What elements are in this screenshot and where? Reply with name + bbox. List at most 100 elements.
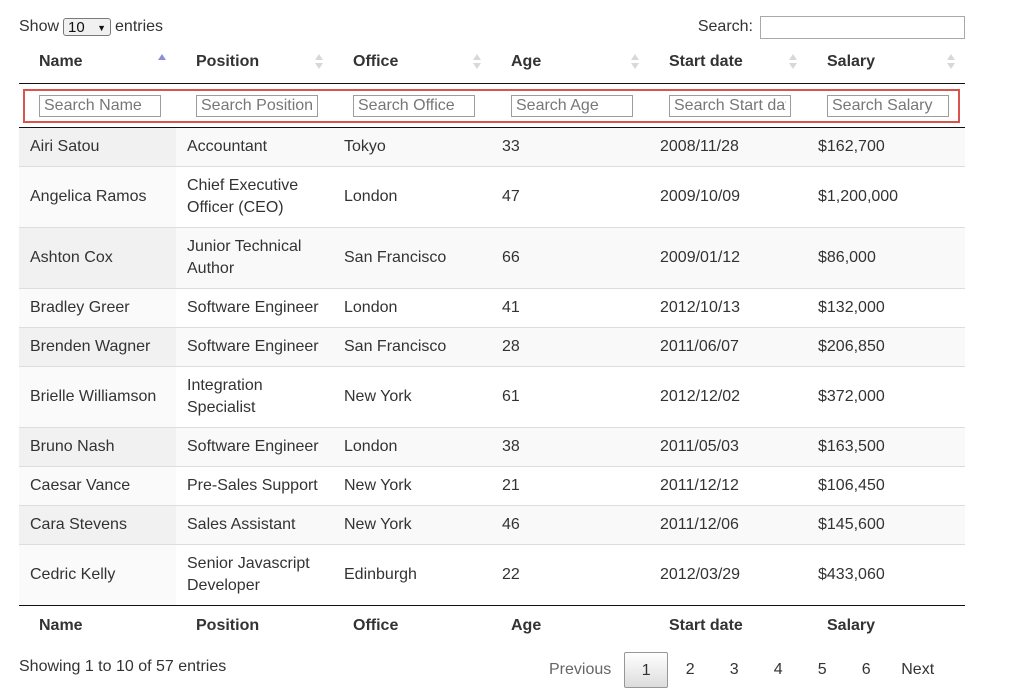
cell-name: Caesar Vance xyxy=(19,465,176,505)
cell-name: Cara Stevens xyxy=(19,504,176,544)
cell-position: Software Engineer xyxy=(176,287,333,327)
table-row: Cara Stevens Sales Assistant New York 46… xyxy=(19,504,965,544)
cell-age: 61 xyxy=(491,365,649,427)
cell-salary: $1,200,000 xyxy=(807,165,965,227)
page-button-5[interactable]: 5 xyxy=(817,661,827,678)
cell-position: Senior Javascript Developer xyxy=(176,543,333,605)
cell-office: Edinburgh xyxy=(333,543,491,605)
cell-position: Pre-Sales Support xyxy=(176,465,333,505)
cell-position: Software Engineer xyxy=(176,326,333,366)
cell-office: New York xyxy=(333,465,491,505)
cell-age: 46 xyxy=(491,504,649,544)
cell-start-date: 2011/12/12 xyxy=(649,465,807,505)
page-button-1[interactable]: 1 xyxy=(624,652,669,688)
table-row: Bruno Nash Software Engineer London 38 2… xyxy=(19,426,965,466)
cell-salary: $145,600 xyxy=(807,504,965,544)
cell-start-date: 2012/10/13 xyxy=(649,287,807,327)
column-footer-start-date: Start date xyxy=(649,604,807,647)
cell-salary: $206,850 xyxy=(807,326,965,366)
filter-salary-input[interactable] xyxy=(827,94,949,117)
cell-name: Bradley Greer xyxy=(19,287,176,327)
cell-salary: $86,000 xyxy=(807,226,965,288)
table-row: Cedric Kelly Senior Javascript Developer… xyxy=(19,543,965,605)
column-header-start-date[interactable]: Start date xyxy=(649,41,807,84)
next-page-button[interactable]: Next xyxy=(901,661,935,678)
page-button-6[interactable]: 6 xyxy=(861,661,871,678)
chevron-down-icon: ▼ xyxy=(97,23,107,33)
column-header-age[interactable]: Age xyxy=(491,41,649,84)
cell-start-date: 2011/05/03 xyxy=(649,426,807,466)
cell-position: Chief Executive Officer (CEO) xyxy=(176,165,333,227)
filter-start-date-input[interactable] xyxy=(669,94,791,117)
table-row: Bradley Greer Software Engineer London 4… xyxy=(19,287,965,327)
cell-office: London xyxy=(333,165,491,227)
column-filter-row xyxy=(19,83,965,128)
sort-both-icon xyxy=(947,54,955,70)
cell-age: 33 xyxy=(491,127,649,166)
column-header-office[interactable]: Office xyxy=(333,41,491,84)
sort-both-icon xyxy=(473,54,481,70)
entries-per-page-select[interactable]: 10 ▼ xyxy=(63,18,112,36)
filter-office-input[interactable] xyxy=(353,94,475,117)
cell-position: Junior Technical Author xyxy=(176,226,333,288)
filter-position-input[interactable] xyxy=(196,94,318,117)
cell-office: San Francisco xyxy=(333,226,491,288)
global-search: Search: xyxy=(698,14,965,40)
page-button-2[interactable]: 2 xyxy=(685,661,695,678)
column-header-position[interactable]: Position xyxy=(176,41,333,84)
cell-age: 21 xyxy=(491,465,649,505)
table-info: Showing 1 to 10 of 57 entries xyxy=(19,658,227,675)
cell-salary: $162,700 xyxy=(807,127,965,166)
cell-name: Angelica Ramos xyxy=(19,165,176,227)
cell-age: 28 xyxy=(491,326,649,366)
filter-age-input[interactable] xyxy=(511,94,633,117)
cell-office: San Francisco xyxy=(333,326,491,366)
cell-salary: $163,500 xyxy=(807,426,965,466)
previous-page-button[interactable]: Previous xyxy=(549,661,612,678)
column-footer-age: Age xyxy=(491,604,649,647)
cell-start-date: 2009/10/09 xyxy=(649,165,807,227)
cell-age: 22 xyxy=(491,543,649,605)
cell-name: Ashton Cox xyxy=(19,226,176,288)
search-label: Search: xyxy=(697,18,753,35)
entries-per-page-value: 10 xyxy=(68,19,85,36)
column-footer-position: Position xyxy=(176,604,333,647)
header-row: Name Position Office Age Start date Sala… xyxy=(19,41,965,84)
cell-office: London xyxy=(333,426,491,466)
page-button-4[interactable]: 4 xyxy=(773,661,783,678)
column-footer-name: Name xyxy=(19,604,176,647)
footer-row: Name Position Office Age Start date Sala… xyxy=(19,604,965,647)
sort-both-icon xyxy=(789,54,797,70)
cell-salary: $106,450 xyxy=(807,465,965,505)
table-row: Airi Satou Accountant Tokyo 33 2008/11/2… xyxy=(19,127,965,166)
cell-office: New York xyxy=(333,365,491,427)
cell-name: Brenden Wagner xyxy=(19,326,176,366)
column-footer-office: Office xyxy=(333,604,491,647)
table-row: Brenden Wagner Software Engineer San Fra… xyxy=(19,326,965,366)
cell-start-date: 2008/11/28 xyxy=(649,127,807,166)
cell-start-date: 2011/12/06 xyxy=(649,504,807,544)
cell-age: 66 xyxy=(491,226,649,288)
table-row: Ashton Cox Junior Technical Author San F… xyxy=(19,226,965,288)
filter-name-input[interactable] xyxy=(39,94,161,117)
sort-both-icon xyxy=(631,54,639,70)
employee-table: Name Position Office Age Start date Sala… xyxy=(19,41,965,647)
column-header-name[interactable]: Name xyxy=(19,41,176,84)
cell-office: Tokyo xyxy=(333,127,491,166)
search-input[interactable] xyxy=(760,15,965,39)
cell-start-date: 2011/06/07 xyxy=(649,326,807,366)
column-header-salary[interactable]: Salary xyxy=(807,41,965,84)
sort-ascending-icon xyxy=(158,54,166,70)
cell-salary: $433,060 xyxy=(807,543,965,605)
pagination: Previous 1 2 3 4 5 6 Next xyxy=(536,651,947,689)
table-row: Angelica Ramos Chief Executive Officer (… xyxy=(19,165,965,227)
table-controls: Show 10 ▼ entries Search: xyxy=(19,14,965,40)
length-prefix: Show xyxy=(19,18,60,35)
page-button-3[interactable]: 3 xyxy=(729,661,739,678)
cell-office: London xyxy=(333,287,491,327)
cell-start-date: 2012/12/02 xyxy=(649,365,807,427)
cell-position: Integration Specialist xyxy=(176,365,333,427)
cell-age: 38 xyxy=(491,426,649,466)
cell-name: Airi Satou xyxy=(19,127,176,166)
cell-name: Cedric Kelly xyxy=(19,543,176,605)
